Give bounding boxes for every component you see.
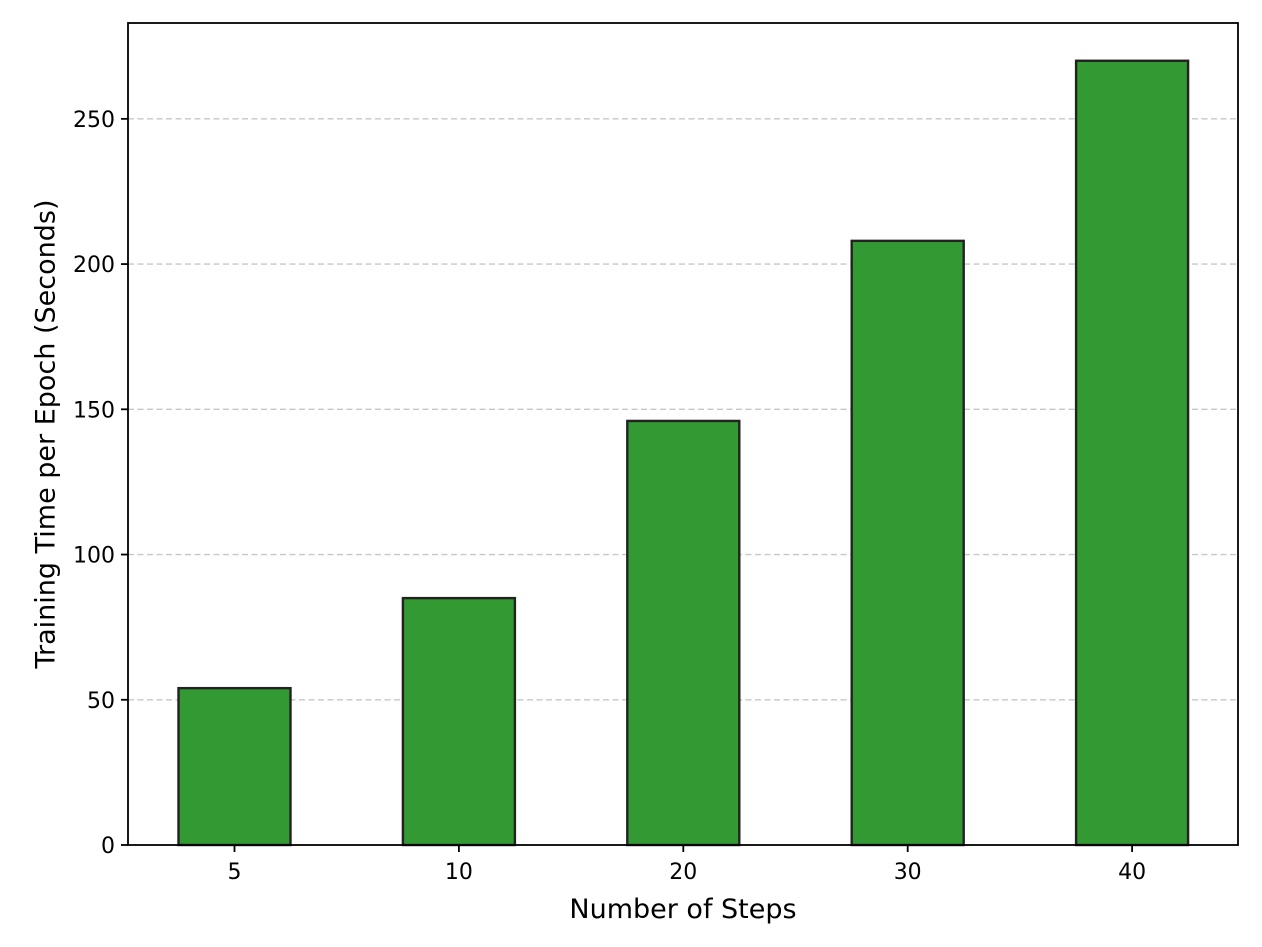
- x-tick-label: 10: [445, 860, 473, 885]
- x-tick-label: 5: [228, 860, 242, 885]
- x-axis-label: Number of Steps: [569, 894, 796, 925]
- y-tick-label: 50: [87, 689, 115, 714]
- x-axis-ticks: 5 10 20 30 40: [228, 845, 1146, 885]
- y-tick-label: 150: [73, 398, 115, 423]
- x-tick-label: 30: [894, 860, 922, 885]
- bars: [177, 59, 1190, 847]
- bar-10: [401, 596, 517, 847]
- bar-30: [850, 239, 965, 847]
- bar-5: [177, 686, 292, 847]
- x-tick-label: 40: [1118, 860, 1146, 885]
- y-tick-label: 250: [73, 108, 115, 133]
- y-tick-label: 200: [73, 253, 115, 278]
- x-tick-label: 20: [669, 860, 697, 885]
- bar-20: [626, 419, 741, 847]
- y-axis-label: Training Time per Epoch (Seconds): [31, 200, 62, 670]
- bar-40: [1074, 59, 1190, 847]
- y-tick-label: 100: [73, 544, 115, 569]
- y-axis-ticks: 0 50 100 150 200 250: [73, 108, 128, 859]
- y-tick-label: 0: [101, 834, 115, 859]
